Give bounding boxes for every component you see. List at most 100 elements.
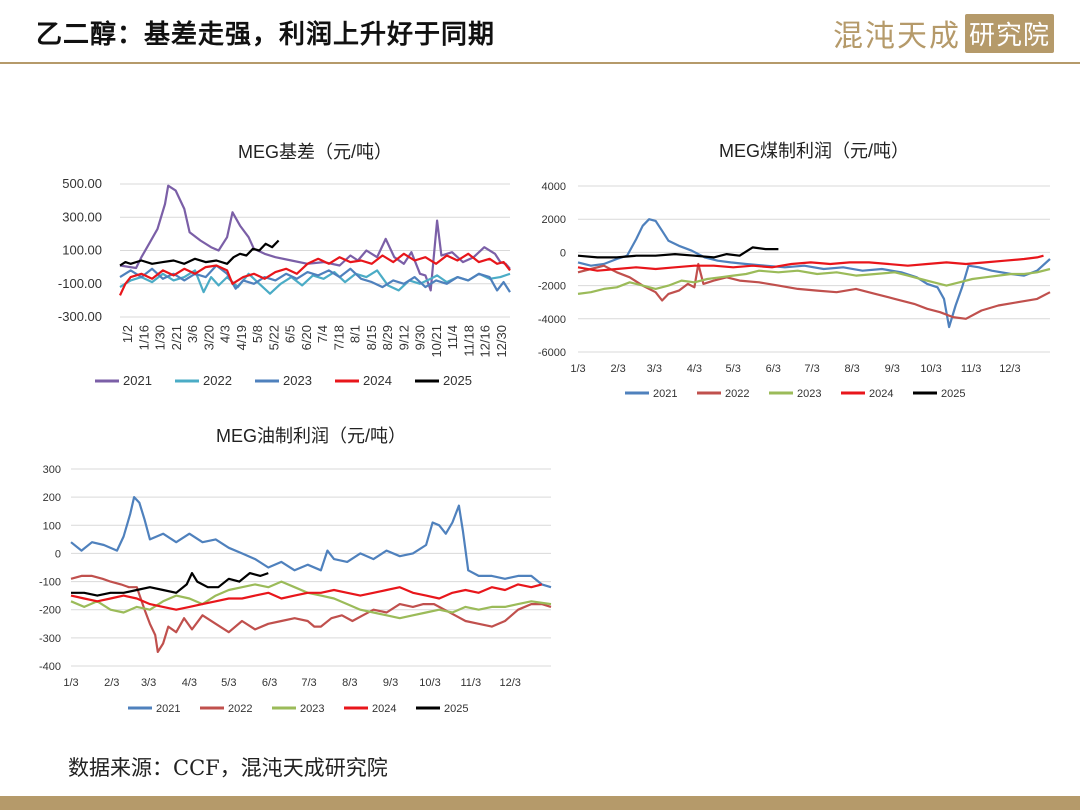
y-tick-label: 2000 <box>542 214 566 226</box>
y-tick-label: 0 <box>560 247 566 259</box>
series-line-2021 <box>577 218 1051 329</box>
legend-label-2023: 2023 <box>283 373 312 388</box>
x-tick-label: 8/3 <box>844 363 859 375</box>
series-line-2025 <box>119 239 280 267</box>
x-tick-label: 6/3 <box>766 363 781 375</box>
legend-label-2025: 2025 <box>941 388 965 400</box>
y-tick-label: -100.00 <box>58 276 102 291</box>
header-divider <box>0 62 1080 64</box>
y-tick-label: 0 <box>55 548 61 560</box>
x-tick-label: 3/3 <box>647 363 662 375</box>
y-tick-label: -100 <box>39 577 61 589</box>
y-tick-label: -6000 <box>538 347 566 359</box>
y-tick-label: -400 <box>39 661 61 673</box>
legend-label-2022: 2022 <box>203 373 232 388</box>
y-tick-label: -200 <box>39 605 61 617</box>
y-tick-label: 300 <box>43 464 61 476</box>
x-tick-label: 12/3 <box>999 363 1020 375</box>
x-tick-label: 6/3 <box>262 677 277 689</box>
chart-title: MEG基差（元/吨） <box>238 142 392 162</box>
legend-label-2021: 2021 <box>653 388 677 400</box>
page-title: 乙二醇：基差走强，利润上升好于同期 <box>36 20 496 50</box>
series-line-2022 <box>577 262 1051 320</box>
legend-label-2021: 2021 <box>156 703 180 715</box>
x-tick-label: 8/29 <box>380 325 395 350</box>
legend-label-2025: 2025 <box>444 703 468 715</box>
x-tick-label: 1/30 <box>153 325 168 350</box>
y-tick-label: 100 <box>43 520 61 532</box>
x-tick-label: 8/1 <box>348 325 363 343</box>
x-tick-label: 1/3 <box>570 363 585 375</box>
series-line-2025 <box>577 246 779 259</box>
meg-basis-chart: MEG基差（元/吨） 500.00 300.00 100.00 -100.00 -300.… <box>58 142 511 388</box>
logo: 混沌天成 研究院 <box>833 12 1054 54</box>
y-tick-label: -4000 <box>538 314 566 326</box>
x-tick-label: 10/3 <box>419 677 440 689</box>
legend-label-2023: 2023 <box>797 388 821 400</box>
series-line-2023 <box>119 264 511 293</box>
x-tick-label: 9/3 <box>383 677 398 689</box>
x-tick-label: 10/21 <box>429 325 444 358</box>
x-tick-label: 7/18 <box>331 325 346 350</box>
legend-label-2025: 2025 <box>443 373 472 388</box>
x-tick-label: 1/16 <box>136 325 151 350</box>
series-line-2024 <box>119 252 511 296</box>
x-tick-label: 9/12 <box>396 325 411 350</box>
series-line-2024 <box>577 254 1044 272</box>
x-tick-label: 5/22 <box>266 325 281 350</box>
x-tick-label: 12/16 <box>478 325 493 358</box>
series-line-2023 <box>70 580 552 620</box>
series-line-2024 <box>70 583 543 611</box>
y-tick-label: -300.00 <box>58 309 102 324</box>
x-tick-label: 4/3 <box>687 363 702 375</box>
logo-box-text: 研究院 <box>964 13 1054 53</box>
legend-label-2024: 2024 <box>869 388 893 400</box>
meg-oil-profit-chart: MEG油制利润（元/吨） 300 200 100 0 -100 -200 -300 -4001/… <box>39 426 552 715</box>
x-tick-label: 3/20 <box>201 325 216 350</box>
chart-title: MEG煤制利润（元/吨） <box>719 141 909 161</box>
x-tick-label: 11/18 <box>461 325 476 357</box>
legend-label-2022: 2022 <box>228 703 252 715</box>
x-tick-label: 7/3 <box>301 677 316 689</box>
x-tick-label: 8/3 <box>342 677 357 689</box>
legend-label-2022: 2022 <box>725 388 749 400</box>
data-source: 数据来源：CCF，混沌天成研究院 <box>68 756 388 780</box>
x-tick-label: 10/3 <box>920 363 941 375</box>
x-tick-label: 9/30 <box>413 325 428 350</box>
footer-bar <box>0 796 1080 810</box>
x-tick-label: 4/3 <box>182 677 197 689</box>
x-tick-label: 9/3 <box>885 363 900 375</box>
x-tick-label: 5/8 <box>250 325 265 343</box>
y-tick-label: -300 <box>39 633 61 645</box>
series-line-2022 <box>70 574 552 653</box>
x-tick-label: 11/3 <box>961 363 982 375</box>
x-tick-label: 1/2 <box>120 325 135 343</box>
legend-label-2024: 2024 <box>363 373 392 388</box>
x-tick-label: 5/3 <box>221 677 236 689</box>
series-line-2021 <box>70 496 552 589</box>
meg-coal-profit-chart: MEG煤制利润（元/吨） 4000 2000 0 -2000 -4000 -6000 1/3 2… <box>538 141 1051 400</box>
x-tick-label: 4/19 <box>234 325 249 350</box>
x-tick-label: 2/3 <box>610 363 625 375</box>
y-tick-label: 200 <box>43 492 61 504</box>
x-tick-label: 4/3 <box>218 325 233 343</box>
x-tick-label: 3/6 <box>185 325 200 343</box>
x-tick-label: 6/5 <box>283 325 298 343</box>
x-tick-label: 2/21 <box>169 325 184 350</box>
x-tick-label: 7/3 <box>804 363 819 375</box>
y-tick-label: 4000 <box>542 181 566 193</box>
y-tick-label: -2000 <box>538 281 566 293</box>
chart-title: MEG油制利润（元/吨） <box>216 426 406 446</box>
logo-text: 混沌天成 <box>832 19 961 54</box>
x-tick-label: 8/15 <box>364 325 379 350</box>
x-tick-label: 7/4 <box>315 325 330 343</box>
x-tick-label: 2/3 <box>104 677 119 689</box>
y-tick-label: 500.00 <box>62 176 102 191</box>
series-line-2025 <box>71 572 269 597</box>
series-line-2023 <box>577 267 1051 295</box>
legend-label-2021: 2021 <box>123 373 152 388</box>
x-tick-label: 5/3 <box>726 363 741 375</box>
y-tick-label: 300.00 <box>62 209 102 224</box>
x-tick-label: 6/20 <box>299 325 314 350</box>
x-tick-label: 12/30 <box>494 325 509 358</box>
